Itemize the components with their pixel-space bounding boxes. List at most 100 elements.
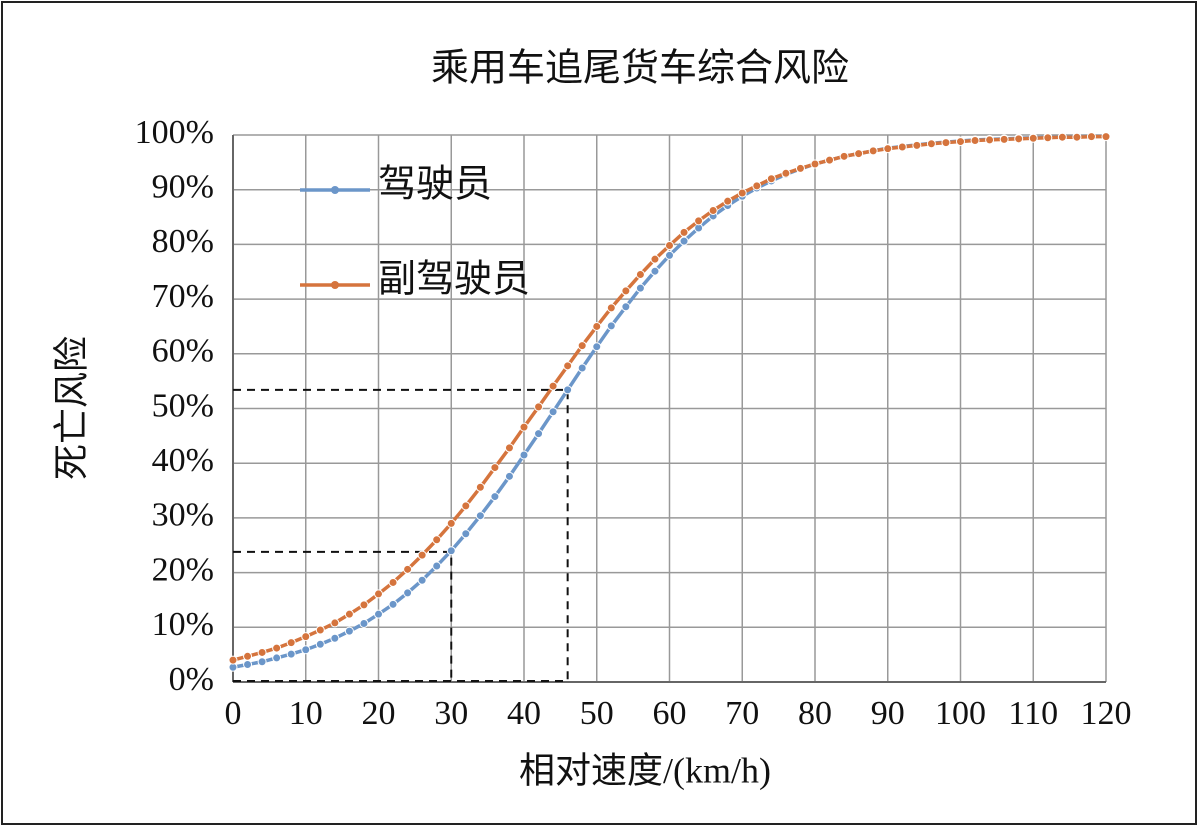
data-point <box>272 643 282 653</box>
data-point <box>257 647 267 657</box>
data-point <box>606 303 616 313</box>
data-point <box>577 363 587 373</box>
data-point <box>374 589 383 599</box>
y-axis-label: 死亡风险 <box>51 336 91 480</box>
y-tick-label: 90% <box>152 168 214 205</box>
data-point <box>1101 132 1111 142</box>
data-point <box>403 564 413 574</box>
data-point <box>475 482 485 492</box>
data-point <box>344 626 354 636</box>
data-point <box>854 149 864 159</box>
data-point <box>534 402 544 412</box>
data-point <box>635 269 645 279</box>
data-point <box>403 588 413 598</box>
y-tick-label: 50% <box>152 387 214 424</box>
x-tick-label: 100 <box>935 695 986 732</box>
data-point <box>228 655 238 665</box>
data-point <box>766 174 776 184</box>
y-tick-label: 40% <box>152 442 214 479</box>
data-point <box>752 181 762 191</box>
data-point <box>1057 132 1067 142</box>
legend-marker <box>331 281 339 289</box>
y-tick-label: 70% <box>152 278 214 315</box>
data-point <box>534 429 544 439</box>
data-point <box>650 266 660 276</box>
data-point <box>374 609 383 619</box>
x-axis-label: 相对速度/(km/h) <box>519 750 771 790</box>
data-point <box>272 653 282 663</box>
data-point <box>548 407 558 417</box>
data-point <box>985 135 995 145</box>
y-tick-label: 0% <box>169 661 214 698</box>
data-point <box>359 600 369 610</box>
data-point <box>490 492 500 502</box>
data-point <box>897 142 907 152</box>
data-point <box>606 321 616 331</box>
data-point <box>461 501 471 511</box>
data-point <box>388 599 398 609</box>
y-tick-label: 80% <box>152 223 214 260</box>
data-point <box>926 139 936 149</box>
data-point <box>1028 133 1038 143</box>
x-tick-label: 90 <box>871 695 905 732</box>
data-point <box>315 625 325 635</box>
data-point <box>577 341 587 351</box>
data-point <box>592 321 602 331</box>
data-point <box>665 240 674 250</box>
data-point <box>446 546 456 556</box>
data-point <box>737 188 747 198</box>
data-point <box>301 632 311 642</box>
y-tick-label: 100% <box>135 114 214 151</box>
x-tick-label: 80 <box>798 695 832 732</box>
data-point <box>286 649 296 659</box>
data-point <box>315 639 325 649</box>
data-point <box>446 518 456 528</box>
data-point <box>592 342 602 352</box>
data-point <box>665 250 674 260</box>
data-point <box>723 196 733 206</box>
data-point <box>650 254 660 264</box>
data-point <box>286 638 296 648</box>
data-point <box>301 645 311 655</box>
data-point <box>563 361 573 371</box>
data-point <box>563 385 573 395</box>
data-point <box>956 137 965 147</box>
data-point <box>795 163 805 173</box>
x-tick-label: 70 <box>725 695 759 732</box>
data-point <box>243 651 253 661</box>
x-tick-label: 10 <box>289 695 323 732</box>
data-point <box>912 140 922 150</box>
legend-label: 驾驶员 <box>378 164 492 206</box>
chart-title: 乘用车追尾货车综合风险 <box>431 48 849 90</box>
data-point <box>504 443 514 453</box>
data-point <box>621 286 631 296</box>
x-tick-label: 0 <box>225 695 242 732</box>
guide-line <box>233 550 453 682</box>
data-point <box>941 138 951 148</box>
data-point <box>781 168 791 178</box>
data-point <box>359 618 369 628</box>
y-tick-label: 20% <box>152 551 214 588</box>
data-point <box>825 155 835 165</box>
x-tick-label: 50 <box>580 695 614 732</box>
y-tick-label: 60% <box>152 333 214 370</box>
data-point <box>868 146 878 156</box>
data-point <box>1043 133 1053 143</box>
data-point <box>432 561 442 571</box>
data-point <box>519 422 529 432</box>
data-point <box>1086 132 1096 142</box>
y-tick-label: 10% <box>152 606 214 643</box>
x-tick-label: 40 <box>507 695 541 732</box>
data-point <box>635 283 645 293</box>
data-point <box>839 151 849 161</box>
data-point <box>883 144 893 154</box>
data-point <box>694 216 704 226</box>
data-point <box>417 550 427 560</box>
data-point <box>330 618 340 628</box>
data-point <box>504 471 514 481</box>
x-tick-label: 120 <box>1081 695 1132 732</box>
data-point <box>330 633 340 643</box>
data-point <box>461 529 471 539</box>
data-point <box>344 609 354 619</box>
data-point <box>417 575 427 585</box>
